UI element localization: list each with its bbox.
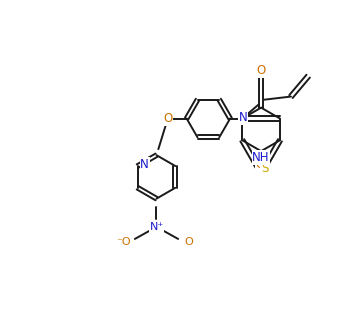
Text: O: O bbox=[256, 65, 266, 77]
Text: NH: NH bbox=[252, 151, 270, 164]
Text: O: O bbox=[163, 112, 172, 125]
Text: N: N bbox=[140, 158, 149, 171]
Text: ⁻O: ⁻O bbox=[116, 237, 130, 247]
Text: O: O bbox=[184, 237, 193, 247]
Text: N: N bbox=[238, 112, 247, 124]
Text: O: O bbox=[256, 158, 265, 171]
Text: S: S bbox=[261, 162, 268, 174]
Text: N⁺: N⁺ bbox=[150, 222, 164, 232]
